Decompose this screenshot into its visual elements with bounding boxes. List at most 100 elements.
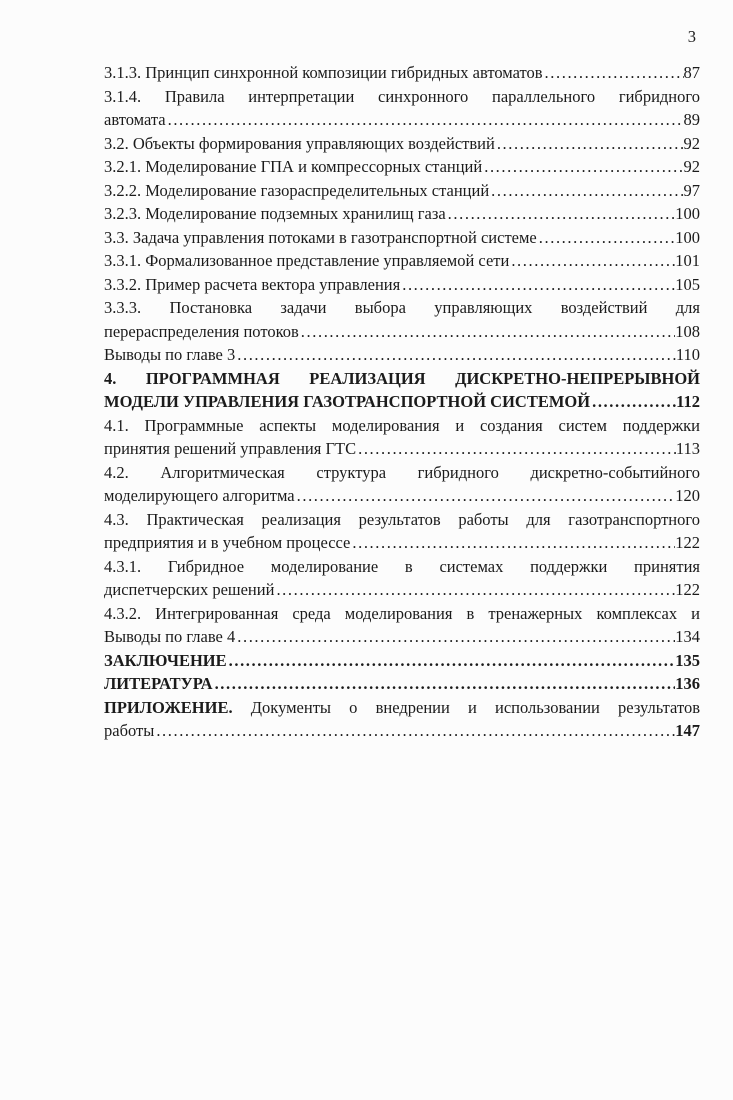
toc-line: МОДЕЛИ УПРАВЛЕНИЯ ГАЗОТРАНСПОРТНОЙ СИСТЕ… [104, 390, 700, 414]
toc-page-number: 100 [675, 204, 700, 223]
toc-page-number: 97 [683, 180, 701, 200]
toc-entry-text: 3.2.3. Моделирование подземных хранилищ … [104, 204, 446, 223]
toc-line: работы 147 [104, 719, 700, 743]
toc-line: 4.3.1. Гибридное моделирование в система… [104, 555, 700, 579]
toc-line: диспетчерских решений 122 [104, 578, 700, 602]
toc-entry-text: автомата [104, 110, 166, 129]
toc-entry-text: диспетчерских решений [104, 580, 275, 599]
toc-line: 3.1.3. Принцип синхронной композиции гиб… [104, 61, 700, 85]
toc-page-number: 147 [675, 721, 700, 740]
dotted-leader [590, 390, 676, 414]
toc-entry-text: Выводы по главе 4 [104, 627, 236, 646]
toc-line: 4.3. Практическая реализация результатов… [104, 508, 700, 532]
toc-line: 4.2. Алгоритмическая структура гибридног… [104, 461, 700, 485]
page-number: 3 [687, 27, 696, 46]
dotted-leader [509, 249, 675, 273]
dotted-leader [489, 179, 683, 203]
dotted-leader [235, 343, 676, 367]
toc-entry-text: 4. ПРОГРАММНАЯ РЕАЛИЗАЦИЯ ДИСКРЕТНО-НЕПР… [104, 368, 700, 388]
toc-entry-text: 4.3.2. Интегрированная среда моделирован… [104, 603, 700, 623]
dotted-leader [295, 484, 676, 508]
toc-page-number: 100 [675, 227, 700, 247]
toc-page-number: 108 [675, 321, 700, 341]
toc-line: 3.3.1. Формализованное представление упр… [104, 249, 700, 273]
toc-entry-text: 4.2. Алгоритмическая структура гибридног… [104, 462, 700, 482]
toc-line: перераспределения потоков 108 [104, 320, 700, 344]
toc-page-number: 105 [675, 274, 700, 294]
toc-entry-text: 3.1.3. Принцип синхронной композиции гиб… [104, 63, 543, 82]
dotted-leader [166, 108, 684, 132]
toc-line: 3.3. Задача управления потоками в газотр… [104, 226, 700, 250]
toc-line: 3.3.2. Пример расчета вектора управления… [104, 273, 700, 297]
toc-entry-text: МОДЕЛИ УПРАВЛЕНИЯ ГАЗОТРАНСПОРТНОЙ СИСТЕ… [104, 392, 591, 411]
toc-line: Выводы по главе 3 110 [104, 343, 700, 367]
toc-entry-text: 3.3.2. Пример расчета вектора управления [104, 274, 401, 294]
toc-page-number: 92 [683, 157, 701, 176]
toc-entry-text: моделирующего алгоритма [104, 486, 295, 505]
toc-entry-text: Документы о внедрении и использовании ре… [250, 697, 700, 717]
toc-page-number: 112 [676, 392, 700, 411]
toc-entry-text: 4.3.1. Гибридное моделирование в система… [104, 556, 700, 576]
toc-entry-text: 3.1.4. Правила интерпретации синхронного… [104, 86, 700, 106]
toc-line: автомата 89 [104, 108, 700, 132]
toc-page-number: 134 [675, 627, 700, 646]
toc-entry-bold-prefix: ПРИЛОЖЕНИЕ. [104, 697, 251, 717]
toc-line: 4. ПРОГРАММНАЯ РЕАЛИЗАЦИЯ ДИСКРЕТНО-НЕПР… [104, 367, 700, 391]
toc-entry-text: 3.3.1. Формализованное представление упр… [104, 251, 510, 270]
toc-entry-text: 3.2.2. Моделирование газораспределительн… [104, 180, 490, 200]
dotted-leader [400, 273, 675, 297]
dotted-leader [154, 719, 675, 743]
toc-page-number: 101 [675, 251, 700, 270]
toc-line: 3.2.3. Моделирование подземных хранилищ … [104, 202, 700, 226]
toc-entry-text: Выводы по главе 3 [104, 345, 236, 364]
toc-line: ЛИТЕРАТУРА 136 [104, 672, 700, 696]
toc-entry-text: 3.3.3. Постановка задачи выбора управляю… [104, 298, 700, 317]
toc-line: 3.2.1. Моделирование ГПА и компрессорных… [104, 155, 700, 179]
dotted-leader [350, 531, 675, 555]
toc-entry-text: предприятия и в учебном процессе [104, 533, 351, 552]
toc-entry-text: 3.2.1. Моделирование ГПА и компрессорных… [104, 157, 483, 176]
toc-page-number: 136 [675, 674, 700, 693]
toc-entry-text: 4.3. Практическая реализация результатов… [104, 509, 700, 529]
toc-line: 3.1.4. Правила интерпретации синхронного… [104, 85, 700, 109]
toc-page-number: 122 [675, 533, 700, 552]
toc-page-number: 122 [675, 580, 700, 599]
dotted-leader [446, 202, 676, 226]
dotted-leader [537, 226, 675, 250]
dotted-leader [235, 625, 675, 649]
toc-entry-text: 4.1. Программные аспекты моделирования и… [104, 415, 700, 435]
dotted-leader [495, 132, 684, 156]
toc-entry-text: ЗАКЛЮЧЕНИЕ [104, 650, 227, 670]
dotted-leader [227, 649, 676, 673]
toc-line: Выводы по главе 4 134 [104, 625, 700, 649]
toc-page-number: 135 [675, 650, 700, 670]
toc-line: 3.3.3. Постановка задачи выбора управляю… [104, 296, 700, 320]
toc-entry-text: 3.2. Объекты формирования управляющих во… [104, 133, 495, 153]
dotted-leader [213, 672, 676, 696]
toc-page-number: 110 [675, 345, 700, 364]
toc-line: принятия решений управления ГТС 113 [104, 437, 700, 461]
toc-line: ЗАКЛЮЧЕНИЕ 135 [104, 649, 700, 673]
toc-page-number: 92 [683, 133, 701, 153]
toc-line: моделирующего алгоритма 120 [104, 484, 700, 508]
toc-page-number: 120 [675, 486, 700, 505]
dotted-leader [274, 578, 675, 602]
toc-line: 4.3.2. Интегрированная среда моделирован… [104, 602, 700, 626]
toc-line: 4.1. Программные аспекты моделирования и… [104, 414, 700, 438]
dotted-leader [543, 61, 684, 85]
toc-line: предприятия и в учебном процессе 122 [104, 531, 700, 555]
dotted-leader [299, 320, 675, 344]
toc-entry-text: 3.3. Задача управления потоками в газотр… [104, 227, 537, 247]
dotted-leader [356, 437, 676, 461]
toc-line: 3.2.2. Моделирование газораспределительн… [104, 179, 700, 203]
toc-entry-text: работы [104, 721, 155, 740]
dotted-leader [482, 155, 683, 179]
toc-line: 3.2. Объекты формирования управляющих во… [104, 132, 700, 156]
toc-line: ПРИЛОЖЕНИЕ. Документы о внедрении и испо… [104, 696, 700, 720]
toc-page-number: 89 [683, 110, 701, 129]
table-of-contents: 3.1.3. Принцип синхронной композиции гиб… [104, 61, 700, 743]
toc-page-number: 87 [683, 63, 701, 82]
toc-entry-text: перераспределения потоков [104, 321, 299, 341]
toc-page-number: 113 [675, 439, 700, 458]
